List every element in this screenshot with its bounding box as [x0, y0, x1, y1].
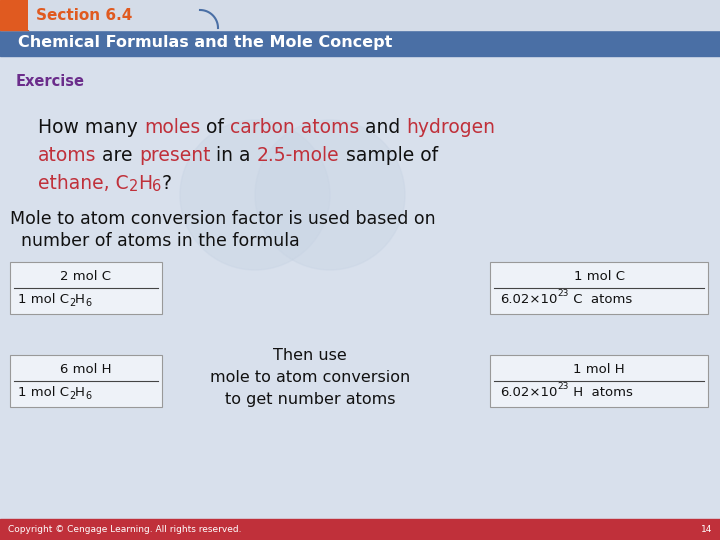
Text: Exercise: Exercise — [16, 75, 85, 90]
Text: hydrogen: hydrogen — [406, 118, 495, 137]
Text: How many: How many — [38, 118, 144, 137]
Circle shape — [180, 120, 330, 270]
Text: 23: 23 — [557, 382, 569, 392]
Text: Then use: Then use — [273, 348, 347, 363]
Text: 23: 23 — [557, 289, 569, 299]
Bar — [0, 0, 720, 30]
Text: 1 mol C: 1 mol C — [18, 293, 69, 307]
Text: carbon atoms: carbon atoms — [230, 118, 359, 137]
Text: present: present — [139, 146, 210, 165]
Bar — [0, 0, 28, 30]
Text: 2.5-mole: 2.5-mole — [257, 146, 340, 165]
Text: 6: 6 — [152, 179, 161, 194]
Text: 6.02×10: 6.02×10 — [500, 387, 557, 400]
Text: 14: 14 — [701, 525, 712, 534]
FancyBboxPatch shape — [490, 262, 708, 314]
Text: atoms: atoms — [38, 146, 96, 165]
Text: H  atoms: H atoms — [569, 387, 633, 400]
Text: 6.02×10: 6.02×10 — [500, 293, 557, 307]
Text: Copyright © Cengage Learning. All rights reserved.: Copyright © Cengage Learning. All rights… — [8, 525, 241, 534]
Text: mole to atom conversion: mole to atom conversion — [210, 370, 410, 385]
Text: are: are — [96, 146, 139, 165]
Text: Section 6.4: Section 6.4 — [36, 8, 132, 23]
Bar — [0, 28, 720, 56]
Text: in a: in a — [210, 146, 257, 165]
Text: and: and — [359, 118, 406, 137]
Text: H: H — [76, 387, 85, 400]
FancyBboxPatch shape — [10, 355, 162, 407]
Text: to get number atoms: to get number atoms — [225, 392, 395, 407]
Text: sample of: sample of — [340, 146, 438, 165]
FancyBboxPatch shape — [10, 262, 162, 314]
Text: Mole to atom conversion factor is used based on: Mole to atom conversion factor is used b… — [10, 210, 436, 228]
Text: 1 mol H: 1 mol H — [573, 363, 625, 376]
Text: number of atoms in the formula: number of atoms in the formula — [10, 232, 300, 250]
Text: ?: ? — [161, 174, 171, 193]
Text: 6 mol H: 6 mol H — [60, 363, 112, 376]
Text: Chemical Formulas and the Mole Concept: Chemical Formulas and the Mole Concept — [18, 35, 392, 50]
Text: 1 mol C: 1 mol C — [574, 270, 624, 283]
Text: 1 mol C: 1 mol C — [18, 387, 69, 400]
FancyBboxPatch shape — [28, 0, 203, 30]
FancyBboxPatch shape — [490, 355, 708, 407]
Circle shape — [255, 120, 405, 270]
Text: H: H — [138, 174, 152, 193]
Text: 6: 6 — [85, 299, 91, 308]
Text: of: of — [200, 118, 230, 137]
Text: 2 mol C: 2 mol C — [60, 270, 112, 283]
Text: H: H — [76, 293, 85, 307]
Text: 6: 6 — [85, 392, 91, 401]
Text: 2: 2 — [69, 392, 76, 401]
Text: 2: 2 — [69, 299, 76, 308]
Text: C  atoms: C atoms — [569, 293, 632, 307]
Text: ethane, C: ethane, C — [38, 174, 129, 193]
Bar — [0, 519, 720, 540]
Text: 2: 2 — [129, 179, 138, 194]
Text: moles: moles — [144, 118, 200, 137]
